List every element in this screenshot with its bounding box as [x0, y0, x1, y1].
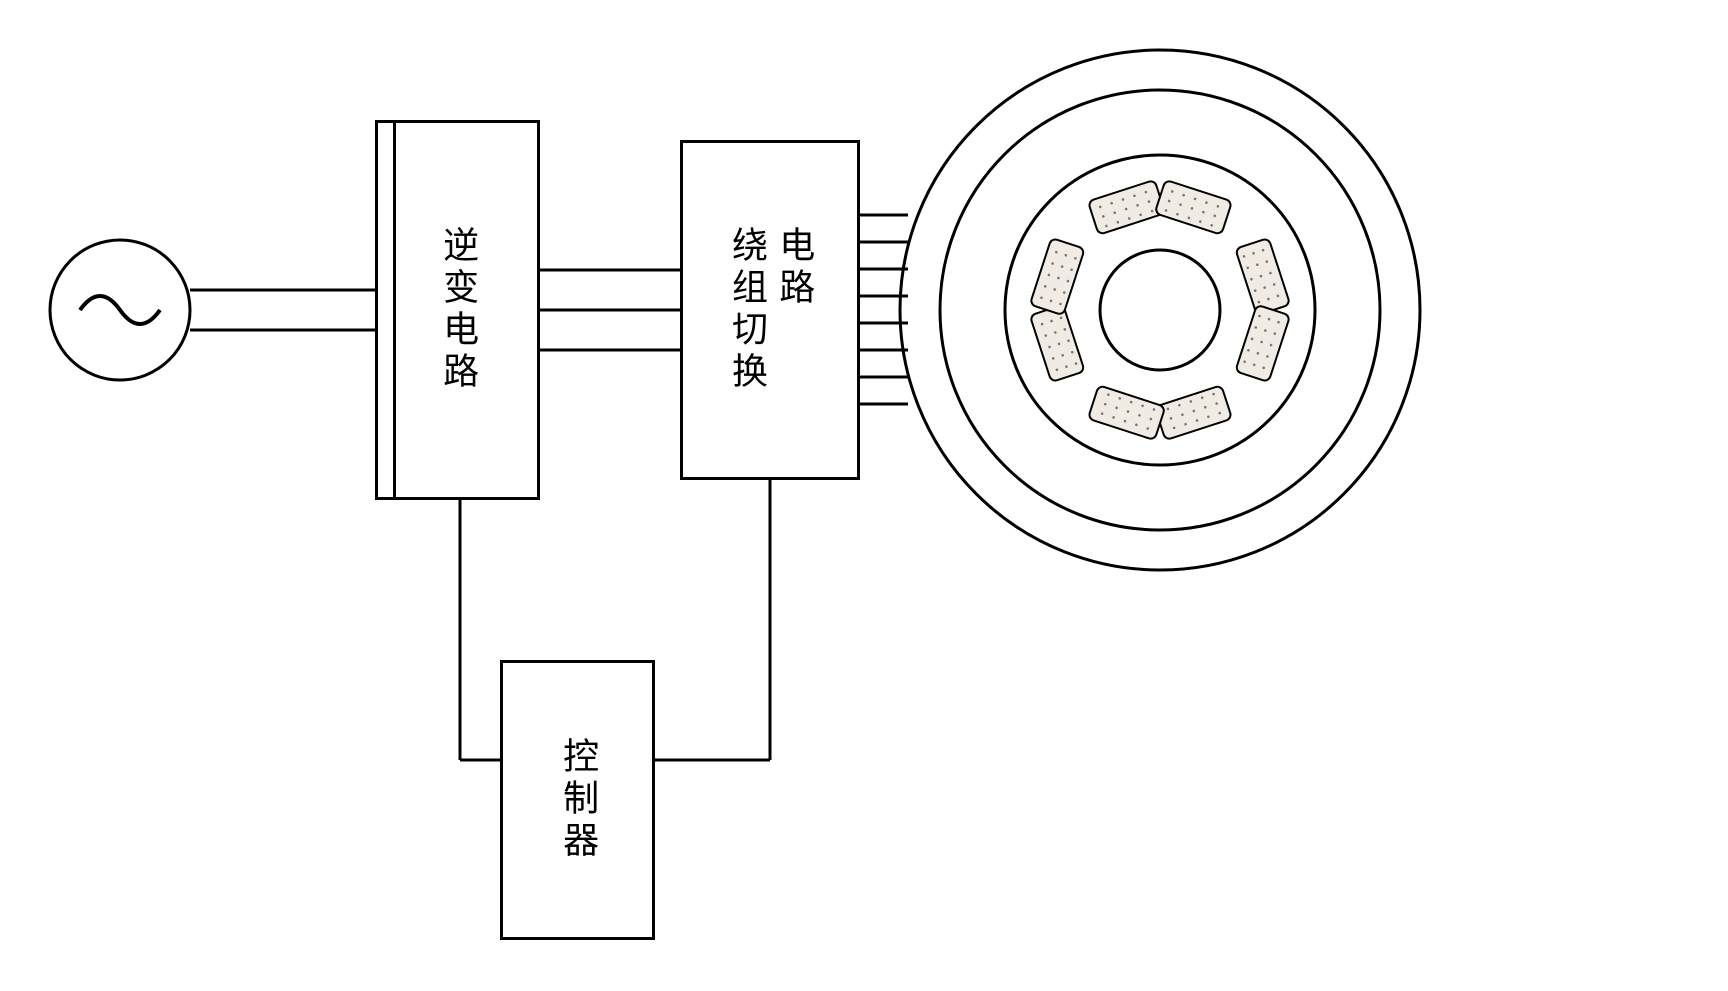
switching-label-col2: 电路	[772, 226, 815, 394]
switching-label-col1: 绕组切换	[725, 226, 768, 394]
switching-block: 绕组切换 电路	[680, 140, 860, 480]
motor-shaft	[1100, 250, 1220, 370]
inverter-label: 逆变电路	[436, 226, 479, 394]
inverter-block: 逆变电路	[375, 120, 540, 500]
inverter-inner-line	[393, 123, 396, 497]
controller-label: 控制器	[556, 737, 599, 863]
controller-block: 控制器	[500, 660, 655, 940]
diagram-canvas: 逆变电路 绕组切换 电路 控制器	[0, 0, 1728, 991]
svg-layer	[0, 0, 1728, 991]
